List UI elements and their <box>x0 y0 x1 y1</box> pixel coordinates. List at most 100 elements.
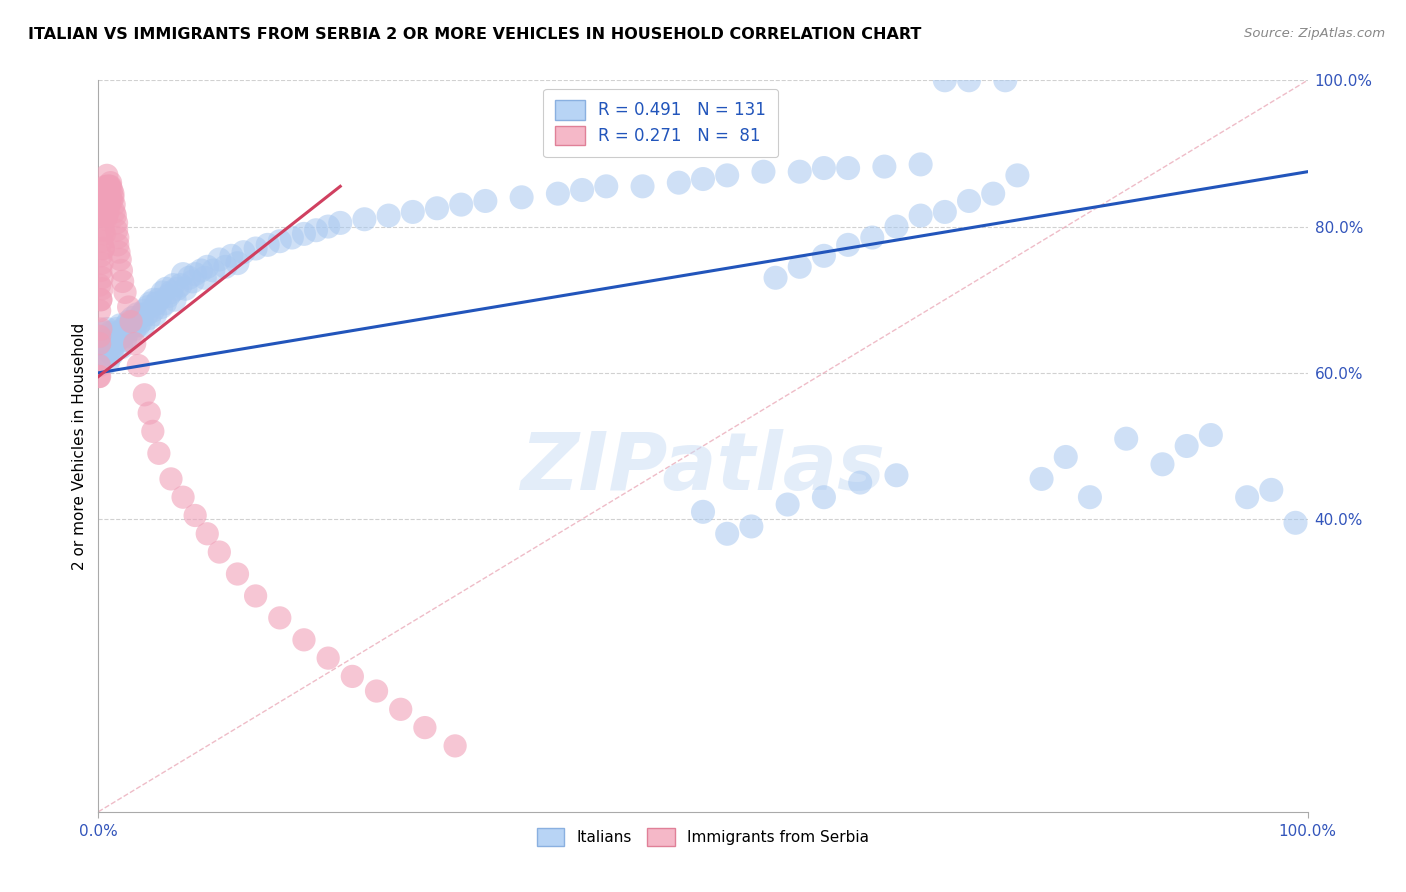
Point <box>444 739 467 753</box>
Point <box>595 179 617 194</box>
Point <box>91 219 114 234</box>
Point <box>155 282 177 296</box>
Point <box>128 310 150 325</box>
Point <box>837 237 859 252</box>
Point <box>1078 490 1101 504</box>
Point <box>101 186 124 201</box>
Point <box>886 468 908 483</box>
Point <box>474 194 496 208</box>
Point <box>740 519 762 533</box>
Point <box>89 303 111 318</box>
Point <box>157 289 180 303</box>
Point <box>124 322 146 336</box>
Point <box>90 263 112 277</box>
Point <box>813 249 835 263</box>
Point <box>981 186 1004 201</box>
Point <box>1199 428 1222 442</box>
Point <box>90 322 112 336</box>
Point <box>96 190 118 204</box>
Point <box>93 209 115 223</box>
Point <box>716 169 738 183</box>
Point <box>91 242 114 256</box>
Point <box>232 245 254 260</box>
Point <box>132 318 155 333</box>
Point <box>292 227 315 241</box>
Point <box>121 310 143 325</box>
Point <box>93 202 115 216</box>
Point <box>305 223 328 237</box>
Point <box>752 164 775 178</box>
Point <box>1031 472 1053 486</box>
Point <box>139 296 162 310</box>
Point <box>91 205 114 219</box>
Point <box>118 300 141 314</box>
Point <box>813 490 835 504</box>
Point <box>765 270 787 285</box>
Point <box>957 194 980 208</box>
Point <box>129 315 152 329</box>
Point <box>1054 450 1077 464</box>
Point <box>118 315 141 329</box>
Point <box>202 263 225 277</box>
Point <box>98 179 121 194</box>
Point <box>184 267 207 281</box>
Point <box>136 300 159 314</box>
Point <box>172 267 194 281</box>
Point <box>96 179 118 194</box>
Point <box>510 190 533 204</box>
Point <box>87 369 110 384</box>
Point <box>96 209 118 223</box>
Point <box>226 256 249 270</box>
Point <box>138 310 160 325</box>
Point <box>789 164 811 178</box>
Point <box>91 340 114 354</box>
Point <box>366 684 388 698</box>
Point <box>245 242 267 256</box>
Point <box>195 526 218 541</box>
Point <box>100 176 122 190</box>
Point <box>93 227 115 241</box>
Point <box>100 336 122 351</box>
Point <box>89 369 111 384</box>
Point <box>93 336 115 351</box>
Point <box>100 194 122 208</box>
Point <box>104 209 127 223</box>
Point <box>94 179 117 194</box>
Point <box>269 611 291 625</box>
Point <box>208 252 231 267</box>
Point <box>91 234 114 248</box>
Text: ZIPatlas: ZIPatlas <box>520 429 886 507</box>
Point <box>104 336 127 351</box>
Point <box>886 219 908 234</box>
Point <box>957 73 980 87</box>
Point <box>150 300 173 314</box>
Point <box>98 343 121 358</box>
Text: Source: ZipAtlas.com: Source: ZipAtlas.com <box>1244 27 1385 40</box>
Point <box>90 293 112 307</box>
Point <box>94 197 117 211</box>
Point <box>194 270 217 285</box>
Point <box>91 270 114 285</box>
Point <box>152 285 174 300</box>
Point <box>172 490 194 504</box>
Point <box>1175 439 1198 453</box>
Point <box>142 303 165 318</box>
Point <box>377 209 399 223</box>
Point <box>1236 490 1258 504</box>
Point <box>91 223 114 237</box>
Point <box>789 260 811 274</box>
Point <box>1007 169 1029 183</box>
Point <box>860 230 883 244</box>
Point <box>413 721 436 735</box>
Point <box>120 315 142 329</box>
Point <box>91 242 114 256</box>
Point <box>934 205 956 219</box>
Point <box>100 347 122 362</box>
Point <box>114 285 136 300</box>
Point <box>100 190 122 204</box>
Point <box>195 260 218 274</box>
Point <box>93 190 115 204</box>
Point <box>153 296 176 310</box>
Point <box>98 197 121 211</box>
Point <box>134 388 156 402</box>
